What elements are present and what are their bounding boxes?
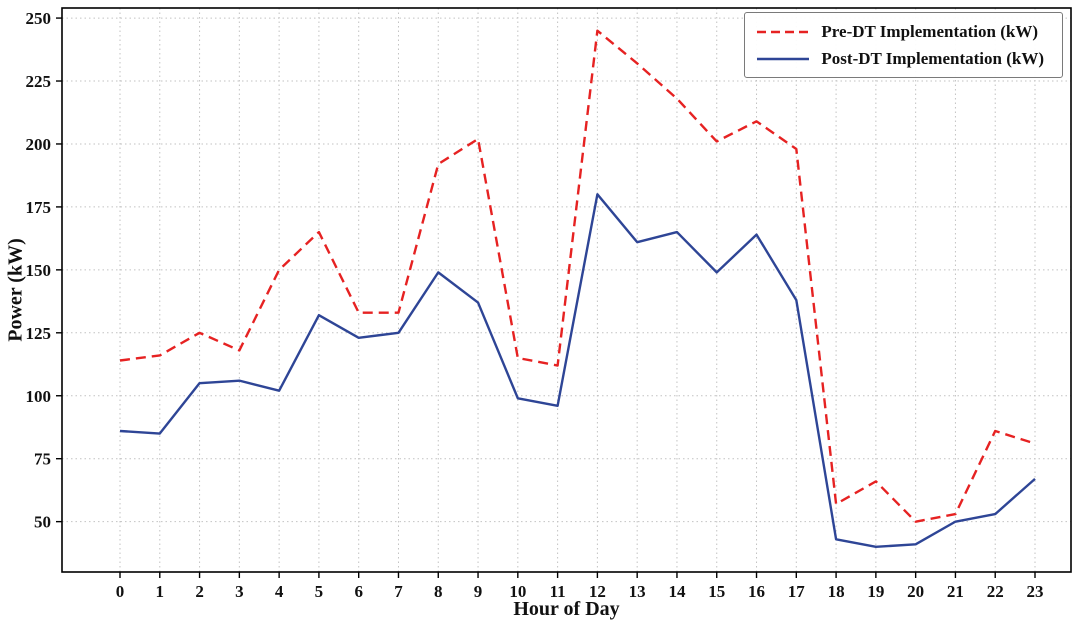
y-tick-label: 75: [34, 450, 51, 469]
legend-solid-line-icon: [757, 57, 810, 60]
x-tick-label: 13: [629, 582, 646, 601]
x-tick-label: 4: [275, 582, 284, 601]
x-tick-label: 17: [788, 582, 806, 601]
x-tick-label: 10: [509, 582, 526, 601]
legend-label-post-dt: Post-DT Implementation (kW): [821, 49, 1044, 68]
x-tick-label: 9: [474, 582, 483, 601]
x-tick-label: 18: [828, 582, 845, 601]
y-tick-label: 50: [34, 513, 51, 532]
x-tick-label: 16: [748, 582, 765, 601]
x-tick-label: 1: [156, 582, 165, 601]
x-tick-label: 5: [315, 582, 324, 601]
x-tick-label: 3: [235, 582, 244, 601]
x-tick-label: 6: [354, 582, 363, 601]
y-tick-label: 150: [26, 261, 52, 280]
legend-item-pre-dt: Pre-DT Implementation (kW): [757, 23, 1044, 40]
x-tick-label: 23: [1027, 582, 1044, 601]
x-tick-label: 8: [434, 582, 443, 601]
x-tick-label: 15: [708, 582, 725, 601]
x-tick-label: 14: [668, 582, 686, 601]
legend: Pre-DT Implementation (kW) Post-DT Imple…: [744, 12, 1063, 78]
x-tick-label: 11: [550, 582, 566, 601]
x-tick-label: 0: [116, 582, 125, 601]
x-tick-label: 7: [394, 582, 403, 601]
x-tick-label: 22: [987, 582, 1004, 601]
series-line-pre-dt: [119, 29, 1036, 523]
legend-dashed-line-icon: [757, 30, 810, 33]
x-tick-label: 19: [867, 582, 884, 601]
y-tick-label: 175: [26, 198, 52, 217]
plot-border: [61, 7, 1072, 573]
series-line-post-dt: [119, 193, 1036, 549]
x-tick-label: 2: [195, 582, 204, 601]
legend-item-post-dt: Post-DT Implementation (kW): [757, 50, 1044, 67]
x-tick-label: 20: [907, 582, 924, 601]
legend-label-pre-dt: Pre-DT Implementation (kW): [821, 22, 1038, 41]
y-tick-label: 200: [26, 135, 52, 154]
x-tick-label: 12: [589, 582, 606, 601]
x-axis-title: Hour of Day: [513, 598, 620, 620]
y-tick-label: 250: [26, 9, 52, 28]
x-tick-label: 21: [947, 582, 964, 601]
y-tick-label: 100: [26, 387, 52, 406]
y-tick-label: 125: [26, 324, 52, 343]
y-tick-label: 225: [26, 72, 52, 91]
y-axis-title: Power (kW): [4, 238, 27, 342]
